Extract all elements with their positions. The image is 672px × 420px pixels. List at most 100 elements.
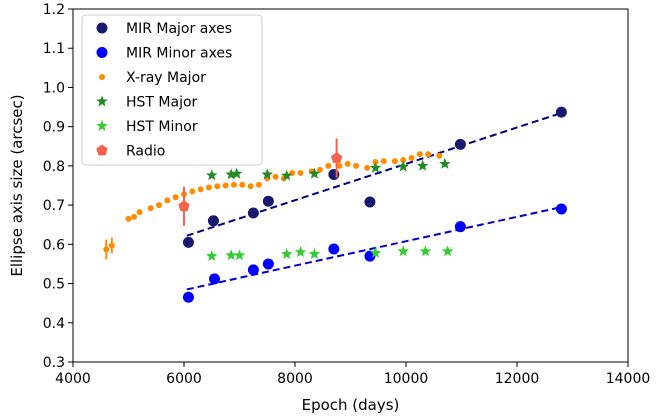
- data-point: [214, 183, 221, 190]
- legend-label: MIR Major axes: [126, 21, 232, 37]
- legend-marker: [96, 22, 108, 34]
- data-point: [555, 106, 567, 118]
- y-tick-label: 0.7: [43, 198, 65, 214]
- data-point: [209, 273, 221, 285]
- y-tick-label: 0.9: [43, 120, 65, 136]
- series: [206, 245, 454, 261]
- data-point: [247, 264, 259, 276]
- data-point: [207, 215, 219, 227]
- data-point: [189, 188, 196, 195]
- data-point: [297, 169, 304, 176]
- legend-label: HST Minor: [126, 119, 198, 135]
- data-point: [308, 248, 321, 259]
- data-point: [454, 138, 466, 150]
- y-tick-label: 0.4: [43, 316, 65, 332]
- data-point: [555, 203, 567, 215]
- data-point: [205, 184, 212, 191]
- y-tick-label: 0.3: [43, 355, 65, 371]
- data-point: [230, 181, 237, 188]
- data-point: [262, 195, 274, 207]
- data-point: [247, 207, 259, 219]
- data-point: [328, 243, 340, 255]
- data-point: [172, 194, 179, 201]
- data-point: [294, 246, 307, 258]
- data-point: [233, 249, 246, 261]
- data-point: [206, 169, 218, 181]
- y-tick-label: 1.2: [43, 2, 65, 18]
- y-tick-label: 1.1: [43, 41, 65, 57]
- data-point: [397, 245, 409, 257]
- data-point: [225, 249, 237, 261]
- data-point: [408, 155, 415, 162]
- data-point: [108, 242, 115, 249]
- data-point: [103, 246, 110, 253]
- series: [103, 151, 443, 260]
- legend-marker: [96, 144, 108, 156]
- data-point: [280, 248, 293, 259]
- data-point: [439, 157, 451, 169]
- x-axis-label: Epoch (days): [302, 396, 400, 414]
- data-point: [247, 183, 254, 190]
- x-tick-label: 14000: [606, 371, 651, 387]
- y-tick-label: 0.5: [43, 277, 65, 293]
- legend-marker: [96, 47, 108, 58]
- data-point: [308, 167, 321, 179]
- data-point: [272, 173, 279, 180]
- data-point: [369, 161, 382, 173]
- data-point: [425, 151, 432, 158]
- data-point: [156, 202, 163, 209]
- data-point: [364, 196, 376, 208]
- legend-box: [81, 14, 263, 166]
- data-point: [380, 158, 387, 165]
- data-point: [436, 152, 443, 159]
- data-point: [178, 200, 190, 212]
- data-point: [397, 160, 409, 172]
- plot-frame: [72, 8, 629, 363]
- legend-marker: [99, 74, 105, 80]
- fit-line: [186, 206, 562, 291]
- data-point: [400, 157, 407, 164]
- data-point: [353, 162, 360, 169]
- y-tick-label: 1.0: [43, 80, 65, 96]
- data-point: [330, 152, 343, 163]
- data-point: [197, 186, 204, 193]
- data-point: [419, 245, 432, 257]
- data-point: [391, 158, 398, 165]
- legend-label: X-ray Major: [126, 70, 206, 86]
- data-point: [222, 182, 229, 189]
- y-axis-label: Ellipse axis size (arcsec): [8, 94, 26, 276]
- data-point: [206, 250, 218, 261]
- data-point: [325, 162, 332, 169]
- data-point: [182, 291, 194, 303]
- x-axis: 4000 6000 8000 10000 12000 14000: [55, 362, 650, 387]
- data-point: [261, 168, 273, 180]
- data-point: [416, 159, 429, 171]
- data-point: [262, 258, 274, 270]
- data-point: [441, 245, 454, 257]
- x-tick-label: 4000: [55, 371, 91, 387]
- x-tick-label: 10000: [384, 371, 429, 387]
- data-point: [364, 164, 371, 171]
- data-point: [344, 160, 351, 167]
- legend-marker: [96, 95, 108, 107]
- data-point: [182, 236, 194, 248]
- series: [178, 138, 343, 226]
- data-point: [136, 209, 143, 216]
- data-point: [416, 151, 423, 158]
- data-point: [239, 181, 246, 188]
- data-point: [328, 169, 340, 181]
- data-point: [164, 197, 171, 204]
- data-point: [280, 169, 293, 181]
- data-point: [225, 168, 237, 180]
- x-tick-label: 12000: [495, 371, 540, 387]
- data-point: [125, 215, 132, 222]
- y-tick-label: 0.8: [43, 159, 65, 175]
- data-point: [336, 162, 343, 169]
- x-tick-label: 8000: [277, 371, 313, 387]
- legend-label: HST Major: [126, 95, 198, 111]
- data-point: [231, 167, 243, 179]
- data-point: [316, 166, 323, 173]
- series: [182, 106, 567, 248]
- data-point: [369, 246, 382, 258]
